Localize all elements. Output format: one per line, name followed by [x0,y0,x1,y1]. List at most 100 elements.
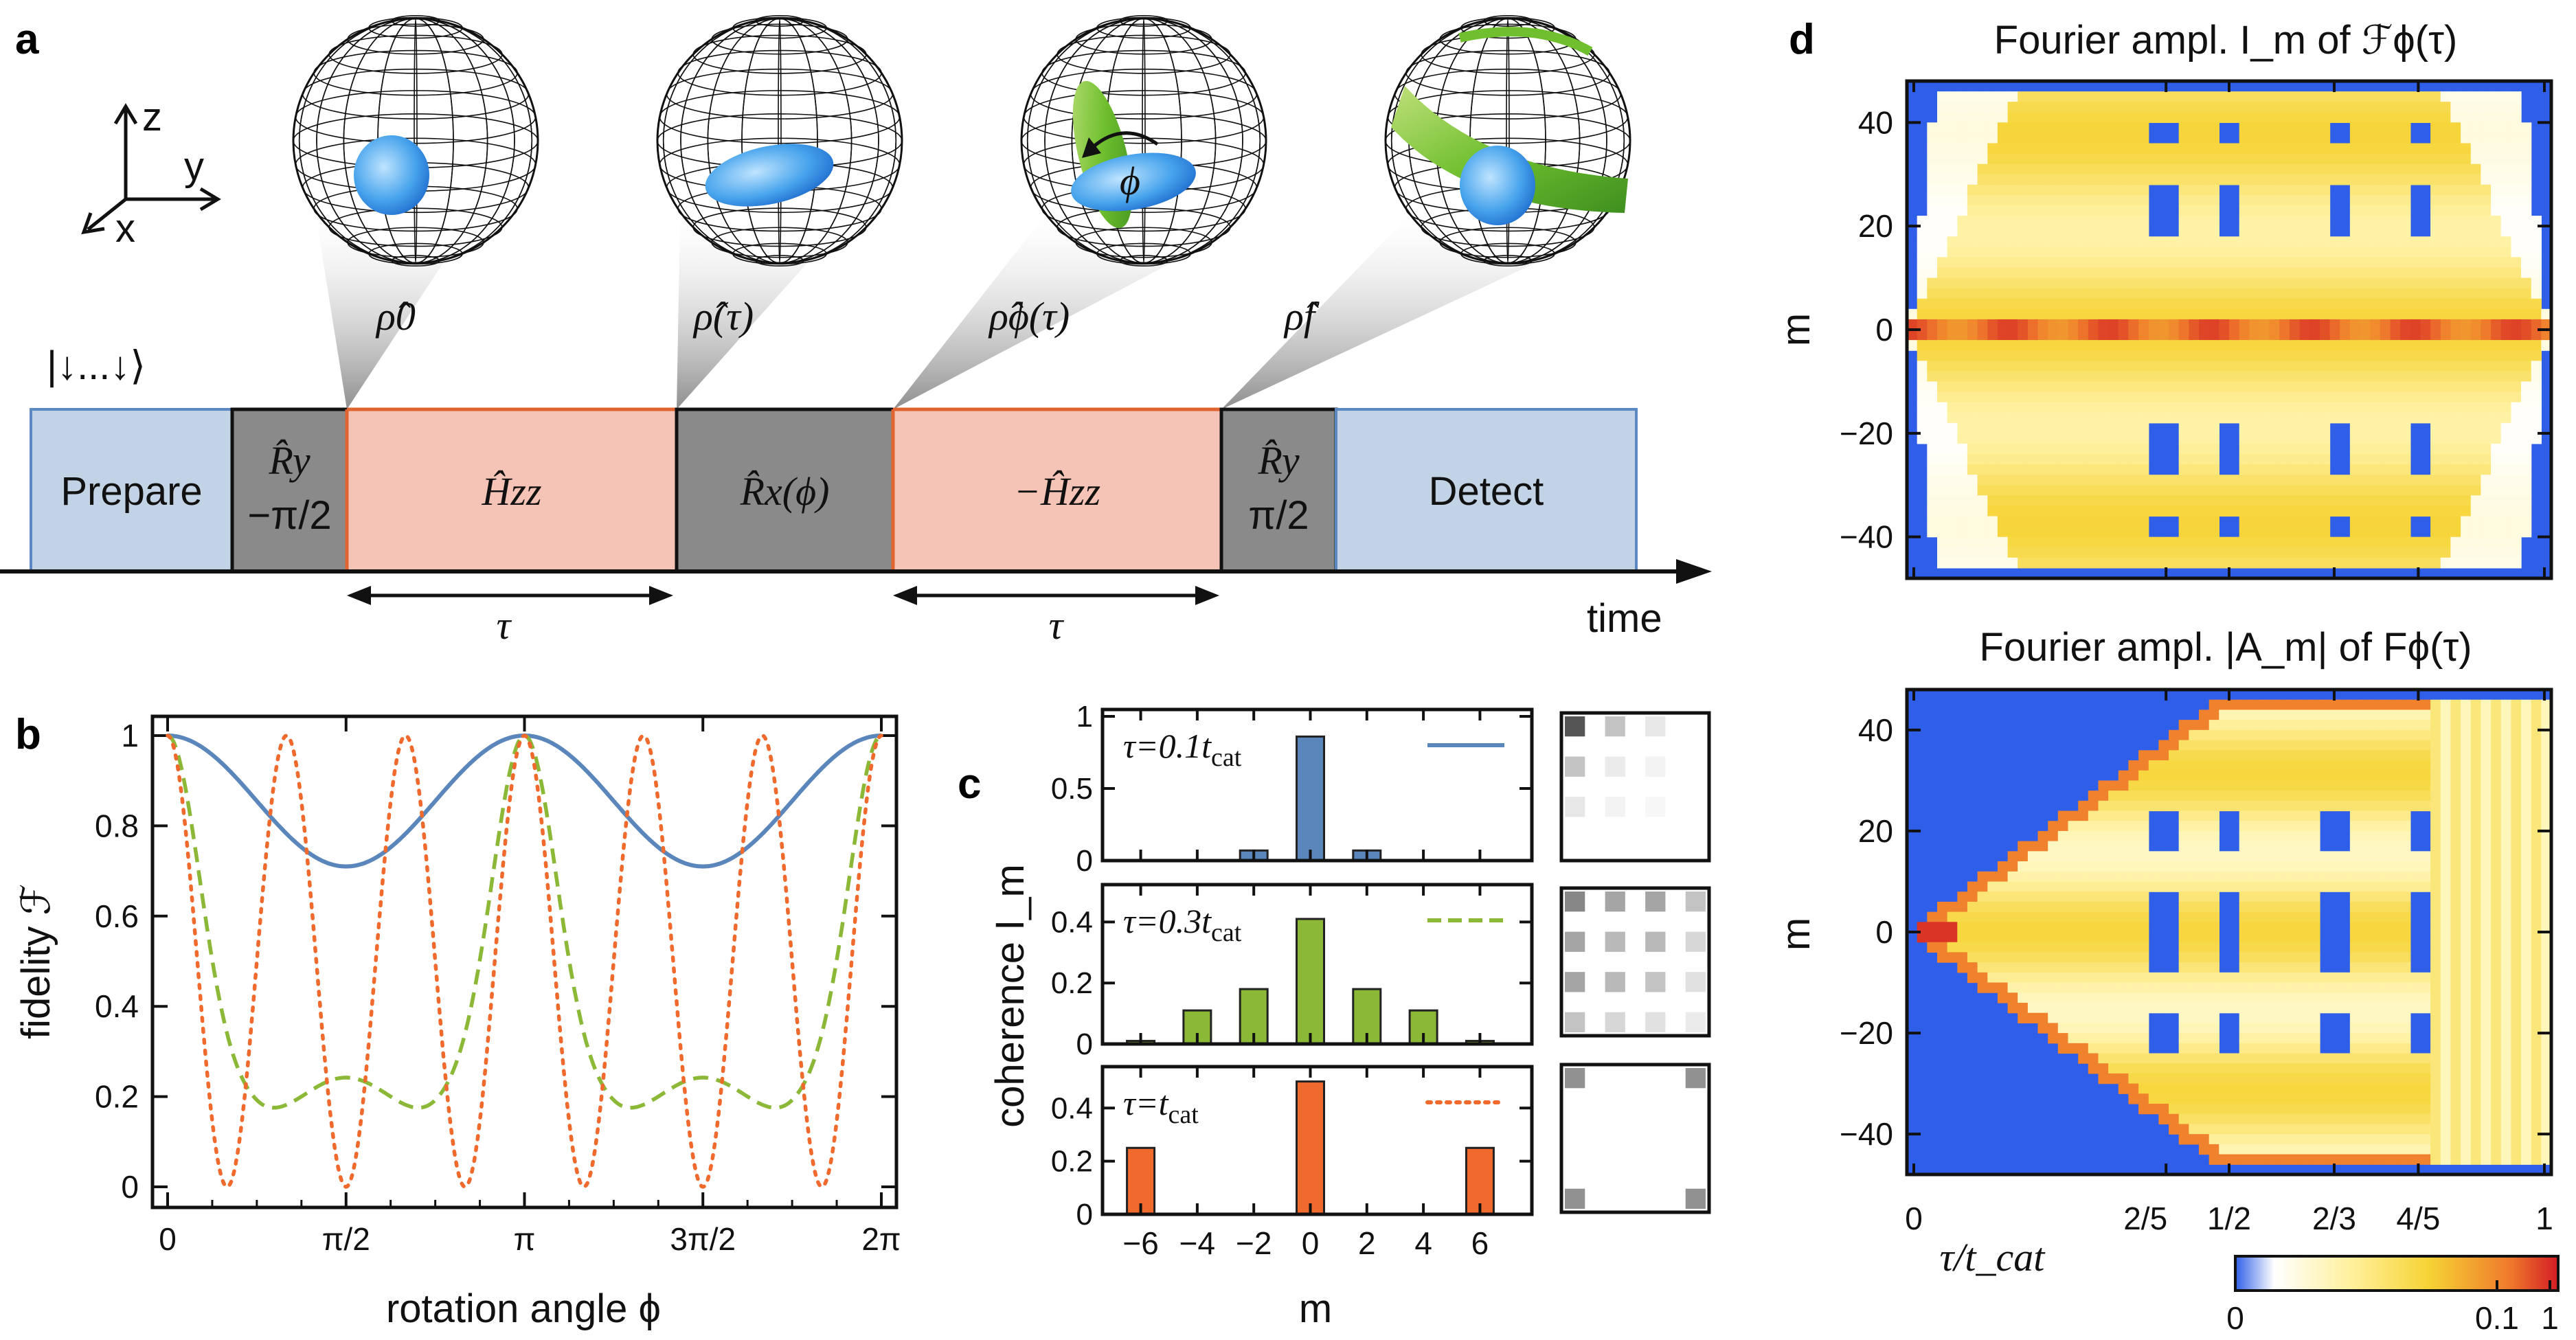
heatmap-cell [2461,205,2472,216]
heatmap-cell [2088,1023,2099,1034]
heatmap-cell [2088,122,2099,133]
heatmap-cell [2461,1124,2472,1135]
heatmap-cell [2309,526,2320,538]
heatmap-cell [2259,330,2270,341]
heatmap-cell [2259,174,2270,185]
heatmap-cell [2088,536,2099,548]
heatmap-cell [2249,112,2260,123]
heatmap-cell [2057,288,2069,299]
heatmap-cell [2491,102,2502,113]
heatmap-cell [2521,226,2532,237]
heatmap-cell [2199,760,2210,771]
matrix-cell [1645,797,1666,817]
heatmap-cell [1987,257,1998,269]
heatmap-cell [2420,277,2431,289]
heatmap-cell [2208,216,2219,227]
heatmap-cell [2269,1003,2280,1014]
heatmap-cell [2048,298,2059,310]
heatmap-cell [1997,911,2009,922]
heatmap-cell [2078,922,2089,933]
heatmap-cell [2360,760,2371,771]
heatmap-cell [2279,371,2290,382]
heatmap-cell [2349,770,2361,781]
heatmap-cell [2098,881,2109,892]
heatmap-cell [2249,952,2260,963]
heatmap-cell [2410,371,2421,382]
heatmap-cell [2289,506,2301,517]
heatmap-cell [2491,91,2502,102]
heatmap-cell [2249,330,2260,341]
heatmap-cell [2289,91,2301,102]
heatmap-cell [2309,760,2320,771]
heatmap-cell [2481,952,2492,963]
heatmap-cell [2007,267,2018,279]
heatmap-cell [2138,340,2149,351]
heatmap-cell [2048,911,2059,922]
heatmap-cell [2068,267,2079,279]
heatmap-cell [1937,952,1948,963]
heatmap-cell [2390,402,2401,413]
heatmap-cell [2470,1134,2482,1145]
heatmap-cell [1977,247,1988,258]
heatmap-cell [2178,422,2189,434]
heatmap-cell [2189,871,2200,883]
heatmap-cell [2309,205,2320,216]
heatmap-cell [1947,174,1958,185]
heatmap-cell [2229,791,2240,802]
heatmap-cell [2440,791,2452,802]
heatmap-cell [2269,1144,2280,1155]
heatmap-cell [2500,174,2511,185]
heatmap-cell [2500,1113,2511,1125]
heatmap-cell [2018,247,2029,258]
heatmap-cell [2249,1144,2260,1155]
heatmap-cell [2511,892,2522,902]
heatmap-cell [2289,133,2301,144]
heatmap-cell [2360,475,2371,486]
heatmap-cell [2018,972,2029,984]
heatmap-cell [2018,163,2029,175]
heatmap-cell [2199,454,2210,465]
heatmap-cell [2481,780,2492,791]
heatmap-cell [2057,350,2069,361]
projection-cone [677,216,807,409]
heatmap-cell [2481,319,2492,330]
heatmap-cell [2319,1083,2331,1094]
density-matrix-2 [1559,1063,1711,1214]
heatmap-cell [2430,800,2441,812]
heatmap-cell [2128,350,2139,361]
heatmap-cell [2249,1033,2260,1044]
heatmap-cell [2138,922,2149,933]
heatmap-cell [2048,330,2059,341]
heatmap-cell [2430,216,2441,227]
heatmap-cell [2450,750,2461,761]
heatmap-cell [2500,1073,2511,1085]
heatmap-cell [2299,709,2310,720]
sphere-longitude [1390,18,1625,264]
heatmap-cell [1937,143,1948,155]
heatmap-cell [2420,412,2431,424]
heatmap-cell [1967,174,1978,185]
heatmap-cell [2279,288,2290,299]
heatmap-cell [2329,709,2340,720]
heatmap-cell [2208,760,2219,771]
heatmap-cell [2370,547,2381,558]
heatmap-cell [2057,247,2069,258]
heatmap-cell [1927,257,1938,269]
heatmap-cell [2279,881,2290,892]
heatmap-cell [2249,821,2260,832]
heatmap-cell [2259,1083,2270,1094]
heatmap-cell [2199,288,2210,299]
heatmap-cell [2128,133,2139,144]
heatmap-cell [2057,143,2069,155]
heatmap-cell [2048,350,2059,361]
heatmap-cell [2158,800,2169,812]
heatmap-cell [2178,821,2189,832]
heatmap-cell [2098,205,2109,216]
heatmap-cell [2007,526,2018,538]
heatmap-cell [2229,770,2240,781]
heatmap-cell [2108,821,2119,832]
heatmap-cell [2037,112,2048,123]
heatmap-cell [2470,547,2482,558]
heatmap-cell [2309,475,2320,486]
